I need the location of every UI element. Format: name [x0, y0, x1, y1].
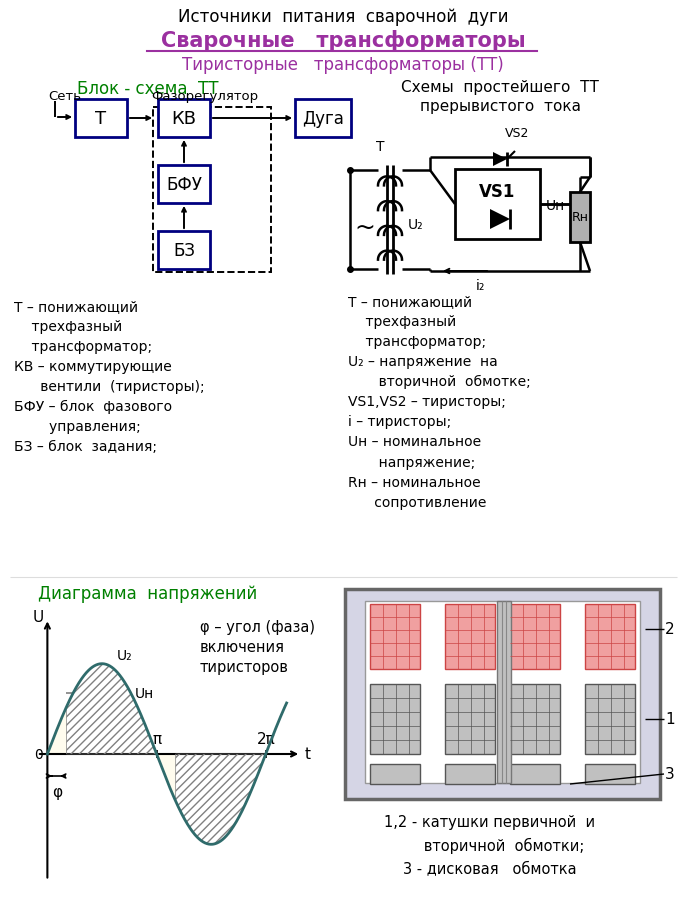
- Bar: [585, 764, 635, 784]
- Bar: [158, 231, 210, 270]
- Text: Сварочные   трансформаторы: Сварочные трансформаторы: [161, 30, 526, 51]
- Bar: [455, 169, 540, 240]
- Text: Т – понижающий
    трехфазный
    трансформатор;
U₂ – напряжение  на
       втор: Т – понижающий трехфазный трансформатор;…: [348, 294, 531, 509]
- Bar: [153, 107, 271, 272]
- Bar: [445, 604, 495, 670]
- Bar: [158, 100, 210, 138]
- Text: U₂: U₂: [408, 218, 424, 231]
- Bar: [295, 100, 351, 138]
- Text: t: t: [304, 747, 311, 762]
- Text: i₂: i₂: [475, 279, 485, 292]
- Bar: [158, 166, 210, 204]
- Text: Т: Т: [95, 110, 106, 128]
- Text: 1,2 - катушки первичной  и
      вторичной  обмотки;
3 - дисковая   обмотка: 1,2 - катушки первичной и вторичной обмо…: [385, 814, 596, 875]
- Text: Т – понижающий
    трехфазный
    трансформатор;
КВ – коммутирующие
      вентил: Т – понижающий трехфазный трансформатор;…: [14, 300, 205, 454]
- Bar: [370, 684, 420, 754]
- Text: Источники  питания  сварочной  дуги: Источники питания сварочной дуги: [178, 8, 508, 26]
- Bar: [510, 604, 560, 670]
- Text: ~: ~: [354, 216, 375, 240]
- Text: VS2: VS2: [505, 127, 530, 140]
- Text: Дуга: Дуга: [302, 110, 344, 128]
- Text: Диаграмма  напряжений: Диаграмма напряжений: [38, 584, 258, 602]
- Text: Блок - схема  ТТ: Блок - схема ТТ: [77, 80, 218, 97]
- Bar: [585, 684, 635, 754]
- Bar: [570, 193, 590, 242]
- Polygon shape: [176, 754, 266, 844]
- Bar: [510, 764, 560, 784]
- Bar: [510, 684, 560, 754]
- Text: 1: 1: [665, 711, 675, 727]
- Bar: [345, 589, 660, 799]
- Text: 3: 3: [665, 767, 675, 782]
- Bar: [370, 604, 420, 670]
- Text: Uн: Uн: [545, 199, 565, 213]
- Text: 2: 2: [665, 622, 675, 637]
- Text: Тиристорные   трансформаторы (ТТ): Тиристорные трансформаторы (ТТ): [182, 56, 504, 74]
- Text: Rн: Rн: [572, 211, 589, 224]
- Bar: [445, 684, 495, 754]
- Bar: [585, 604, 635, 670]
- Bar: [497, 601, 511, 783]
- Polygon shape: [47, 707, 67, 754]
- Text: Т: Т: [376, 140, 384, 154]
- Text: КВ: КВ: [172, 110, 196, 128]
- Text: Фазорегулятор: Фазорегулятор: [151, 90, 258, 103]
- Text: π: π: [152, 732, 161, 746]
- Polygon shape: [490, 210, 510, 230]
- Text: 2π: 2π: [256, 732, 275, 746]
- Text: Uн: Uн: [134, 686, 153, 700]
- Polygon shape: [67, 664, 157, 754]
- Text: VS1: VS1: [480, 183, 516, 200]
- Text: БФУ: БФУ: [166, 176, 202, 194]
- Text: φ – угол (фаза)
включения
тиристоров: φ – угол (фаза) включения тиристоров: [200, 619, 315, 674]
- Text: 0: 0: [34, 747, 43, 762]
- Bar: [365, 601, 640, 783]
- Bar: [445, 764, 495, 784]
- Text: Схемы  простейшего  ТТ
прерывистого  тока: Схемы простейшего ТТ прерывистого тока: [401, 80, 599, 114]
- Bar: [370, 764, 420, 784]
- Polygon shape: [157, 754, 176, 802]
- Text: φ: φ: [52, 784, 62, 799]
- Bar: [75, 100, 127, 138]
- Text: U: U: [32, 609, 43, 624]
- Text: U₂: U₂: [117, 648, 133, 662]
- Text: БЗ: БЗ: [173, 241, 195, 260]
- Polygon shape: [493, 153, 507, 167]
- Text: Сеть: Сеть: [48, 90, 81, 103]
